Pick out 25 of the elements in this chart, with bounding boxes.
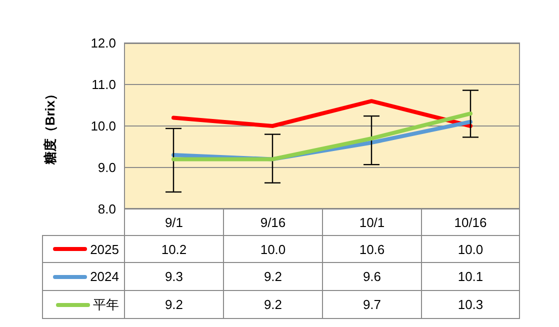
data-label: 9.7 bbox=[322, 291, 422, 319]
y-tick-label: 8.0 bbox=[98, 202, 116, 217]
y-tick-label: 12.0 bbox=[90, 36, 116, 51]
y-tick-label: 9.0 bbox=[98, 160, 116, 176]
data-label: 10.2 bbox=[124, 235, 224, 263]
x-tick-label: 10/1 bbox=[322, 209, 421, 235]
data-label: 9.2 bbox=[124, 291, 224, 319]
x-tick-label: 10/16 bbox=[421, 209, 520, 235]
y-tick-label: 10.0 bbox=[90, 118, 116, 134]
data-label: 9.6 bbox=[322, 263, 422, 291]
legend-label: 2024 bbox=[90, 269, 119, 284]
y-tick-label: 11.0 bbox=[92, 77, 116, 92]
x-tick-label: 9/16 bbox=[223, 209, 322, 235]
legend-label: 平年 bbox=[93, 296, 119, 314]
data-label: 10.1 bbox=[421, 263, 520, 291]
y-axis-title: 糖度（Brix） bbox=[42, 87, 58, 166]
data-label: 10.0 bbox=[223, 235, 323, 263]
x-tick-label: 9/1 bbox=[124, 209, 223, 235]
data-label: 9.2 bbox=[223, 291, 323, 319]
data-label: 10.6 bbox=[322, 235, 422, 263]
legend-label: 2025 bbox=[90, 242, 119, 256]
data-label: 9.2 bbox=[223, 263, 323, 291]
data-label: 10.3 bbox=[421, 291, 520, 319]
data-label: 10.0 bbox=[421, 235, 520, 263]
data-label: 9.3 bbox=[124, 263, 224, 291]
